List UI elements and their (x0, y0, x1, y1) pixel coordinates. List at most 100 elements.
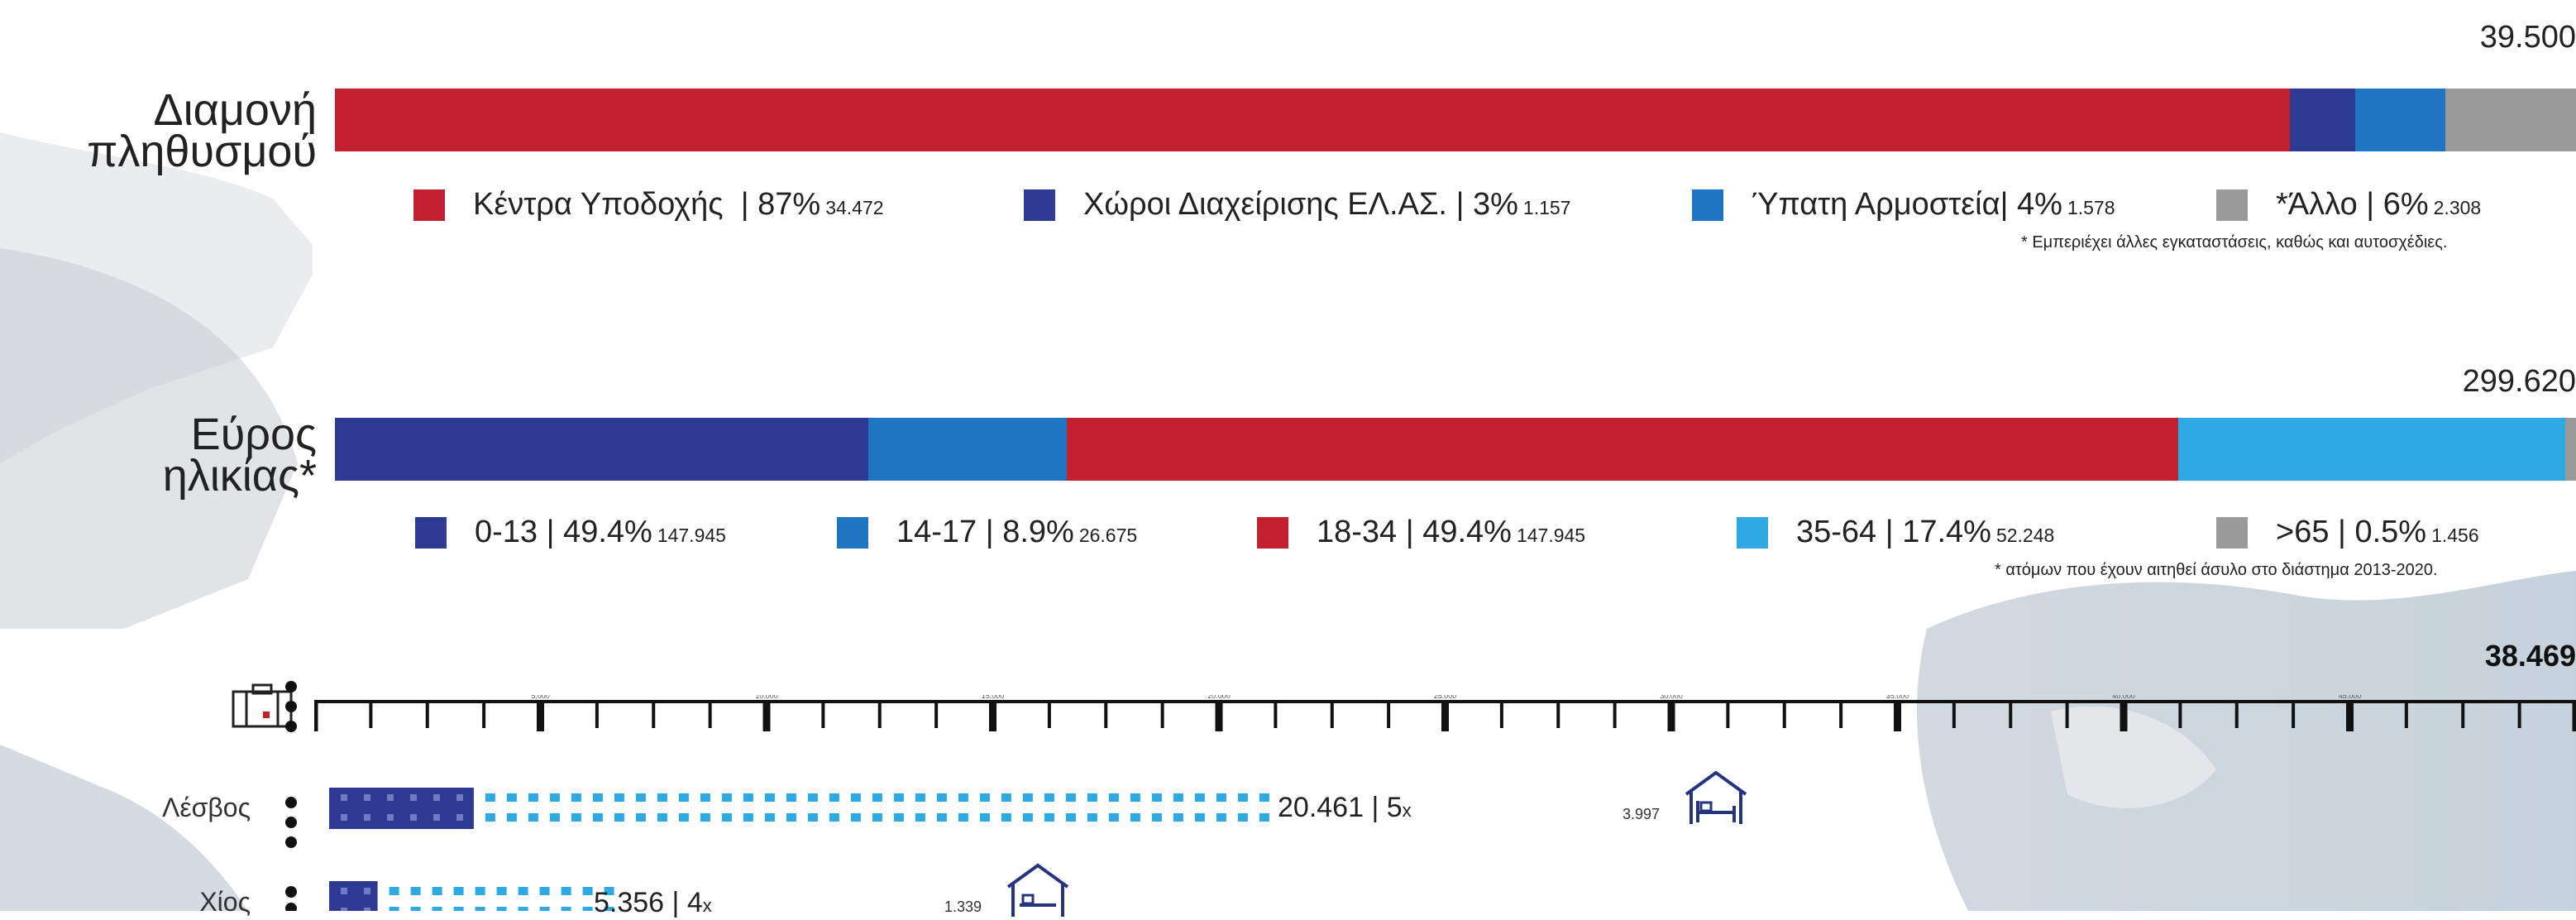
population-dot (678, 813, 689, 822)
population-dot (1065, 813, 1076, 822)
population-dot (635, 793, 646, 802)
population-dot (453, 887, 464, 895)
population-dot (700, 813, 710, 822)
legend-swatch (1737, 516, 1768, 549)
population-dot (700, 793, 710, 802)
chios-capacity: 1.339 (944, 898, 982, 915)
island-label-chios: Χίος (199, 887, 251, 917)
population-dot (506, 793, 517, 802)
capacity-dot (410, 794, 417, 801)
chart2-legend-2: 18-34 | 49.4% 147.945 (1257, 515, 1585, 550)
bed-icon (1006, 863, 1069, 917)
population-dot (549, 793, 560, 802)
population-dot (635, 813, 646, 822)
population-dot (743, 813, 753, 822)
population-dot (389, 907, 399, 911)
population-dot (1173, 793, 1183, 802)
population-dot (1022, 793, 1033, 802)
population-dot (872, 813, 882, 822)
legend-swatch (415, 516, 447, 549)
population-dot (743, 793, 753, 802)
population-dot (786, 813, 796, 822)
capacity-dot (364, 794, 370, 801)
population-dot (453, 907, 464, 911)
population-dot (528, 813, 538, 822)
chart1-legend-2: Ύπατη Αρμοστεία | 4% 1.578 (1692, 187, 2115, 223)
population-dot (475, 887, 485, 895)
population-dot (1065, 793, 1076, 802)
population-dot (678, 793, 689, 802)
capacity-dot (364, 908, 370, 911)
capacity-dot (456, 794, 463, 801)
population-dot (657, 813, 667, 822)
population-dot (958, 813, 968, 822)
population-dot (786, 793, 796, 802)
bar-segment-1 (2290, 89, 2356, 151)
chart1-footnote: * Εμπεριέχει άλλες εγκαταστάσεις, καθώς … (2021, 233, 2448, 252)
population-dot (561, 907, 571, 911)
population-dot (979, 813, 990, 822)
capacity-bar (329, 881, 378, 911)
population-dot (850, 793, 861, 802)
chart2-footnote: * ατόμων που έχουν αιτηθεί άσυλο στο διά… (1995, 561, 2438, 579)
population-dot (614, 813, 624, 822)
capacity-dot (433, 794, 440, 801)
population-dot (764, 813, 775, 822)
legend-swatch (1024, 189, 1055, 221)
bar-segment-4 (2564, 418, 2576, 481)
population-dot (807, 793, 818, 802)
population-dot (1130, 813, 1140, 822)
ruler-tick-label: 10.000 (755, 695, 778, 700)
population-dot (528, 793, 538, 802)
legend-swatch (2216, 189, 2248, 221)
population-dot (915, 813, 925, 822)
population-dot (1216, 793, 1226, 802)
population-dot (764, 793, 775, 802)
ruler-tick-label: 40.000 (2112, 695, 2135, 700)
population-dot (582, 887, 593, 895)
legend-swatch (1692, 189, 1723, 221)
axis-max-label: 38.469 (2484, 639, 2576, 673)
bar-segment-3 (2177, 418, 2565, 481)
ruler-tick-label: 5.000 (531, 695, 550, 700)
population-dot (893, 793, 904, 802)
population-dot (539, 887, 550, 895)
population-dot (518, 907, 528, 911)
island-bar-1 (329, 881, 614, 911)
ruler-axis: 5.000 10.000 15.000 20.000 25.000 30.000 35.00… (314, 695, 2576, 731)
chart1-total: 39.500 (2479, 20, 2576, 55)
population-dot (1259, 793, 1269, 802)
population-dot (571, 793, 581, 802)
population-dot (1194, 793, 1205, 802)
population-dot (1216, 813, 1226, 822)
chart2-total: 299.620 (2462, 364, 2576, 399)
capacity-dot (387, 794, 394, 801)
population-dot (485, 793, 495, 802)
capacity-dot (364, 814, 370, 821)
lesvos-value: 20.461 | 5x (1278, 792, 1412, 823)
legend-swatch (2216, 516, 2248, 549)
population-dot (485, 813, 495, 822)
population-dot (475, 907, 485, 911)
chart2-legend-4: >65 | 0.5% 1.456 (2216, 515, 2479, 550)
capacity-dot (433, 814, 440, 821)
chart2-legend-0: 0-13 | 49.4% 147.945 (415, 515, 726, 550)
population-dot (1130, 793, 1140, 802)
chart1-legend-3: *Άλλο | 6% 2.308 (2216, 187, 2481, 223)
population-dot (604, 907, 614, 911)
chart2-legend-3: 35-64 | 17.4% 52.248 (1737, 515, 2054, 550)
chios-value: 5.356 | 4x (594, 887, 712, 918)
population-dot (1237, 793, 1248, 802)
population-dot (721, 813, 732, 822)
population-dot (410, 907, 421, 911)
ruler-tick-label: 35.000 (1886, 695, 1909, 700)
population-dot (432, 907, 442, 911)
ruler-tick-label: 30.000 (1660, 695, 1683, 700)
population-dot (893, 813, 904, 822)
capacity-dot (341, 888, 347, 894)
chart1-stacked-bar (335, 89, 2576, 151)
population-dot (1044, 813, 1054, 822)
population-dot (915, 793, 925, 802)
ruler-tick-label: 15.000 (982, 695, 1005, 700)
chart1-legend-0: Κέντρα Υποδοχής | 87% 34.472 (413, 187, 884, 223)
